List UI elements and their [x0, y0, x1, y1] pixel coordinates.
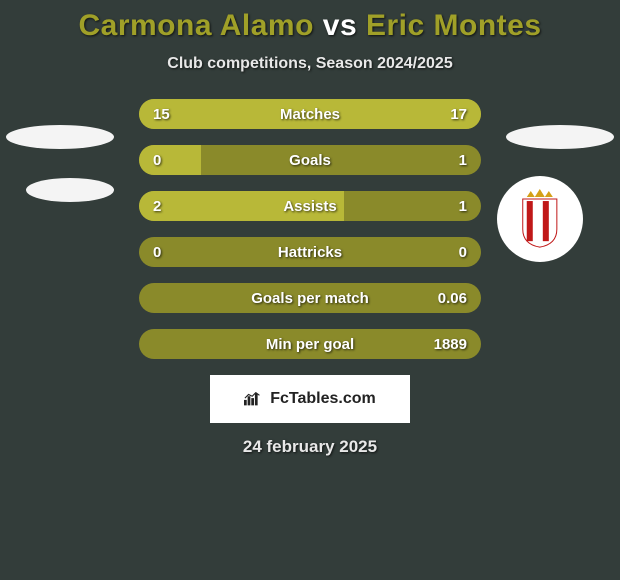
- stat-label: Hattricks: [278, 244, 342, 261]
- stat-text: 15 Matches 17: [139, 99, 481, 129]
- stat-left-value: 15: [153, 106, 170, 123]
- vs-separator: vs: [323, 9, 357, 42]
- stat-right-value: 17: [450, 106, 467, 123]
- content-root: Carmona Alamo vs Eric Montes Club compet…: [0, 0, 620, 580]
- branding-badge: FcTables.com: [210, 375, 410, 423]
- branding-text: FcTables.com: [270, 390, 376, 408]
- fctables-icon: [244, 392, 264, 406]
- stat-right-value: 1: [459, 198, 467, 215]
- player1-name: Carmona Alamo: [78, 9, 313, 42]
- stat-label: Goals: [289, 152, 331, 169]
- stat-row: 2 Assists 1: [139, 191, 481, 221]
- side-ellipse: [506, 125, 614, 149]
- side-ellipse: [26, 178, 114, 202]
- stat-row: Min per goal 1889: [139, 329, 481, 359]
- subtitle: Club competitions, Season 2024/2025: [0, 55, 620, 73]
- stat-text: 0 Goals 1: [139, 145, 481, 175]
- stat-right-value: 0: [459, 244, 467, 261]
- club-crest-icon: [514, 189, 566, 249]
- date-text: 24 february 2025: [0, 437, 620, 457]
- stat-text: Min per goal 1889: [139, 329, 481, 359]
- side-ellipse: [6, 125, 114, 149]
- stat-right-value: 0.06: [438, 290, 467, 307]
- stat-right-value: 1889: [434, 336, 467, 353]
- stat-row: 15 Matches 17: [139, 99, 481, 129]
- stat-row: 0 Goals 1: [139, 145, 481, 175]
- stat-label: Goals per match: [251, 290, 369, 307]
- stat-label: Assists: [283, 198, 336, 215]
- stat-row: Goals per match 0.06: [139, 283, 481, 313]
- stat-text: Goals per match 0.06: [139, 283, 481, 313]
- stat-left-value: 2: [153, 198, 161, 215]
- stat-row: 0 Hattricks 0: [139, 237, 481, 267]
- player2-name: Eric Montes: [366, 9, 542, 42]
- stats-container: 15 Matches 17 0 Goals 1 2 Assists 1 0 Hattricks 0 Go…: [139, 99, 481, 359]
- stat-left-value: 0: [153, 244, 161, 261]
- stat-text: 2 Assists 1: [139, 191, 481, 221]
- stat-label: Min per goal: [266, 336, 354, 353]
- club-logo-right: [497, 176, 583, 262]
- stat-text: 0 Hattricks 0: [139, 237, 481, 267]
- page-title: Carmona Alamo vs Eric Montes: [0, 0, 620, 43]
- stat-left-value: 0: [153, 152, 161, 169]
- stat-label: Matches: [280, 106, 340, 123]
- stat-right-value: 1: [459, 152, 467, 169]
